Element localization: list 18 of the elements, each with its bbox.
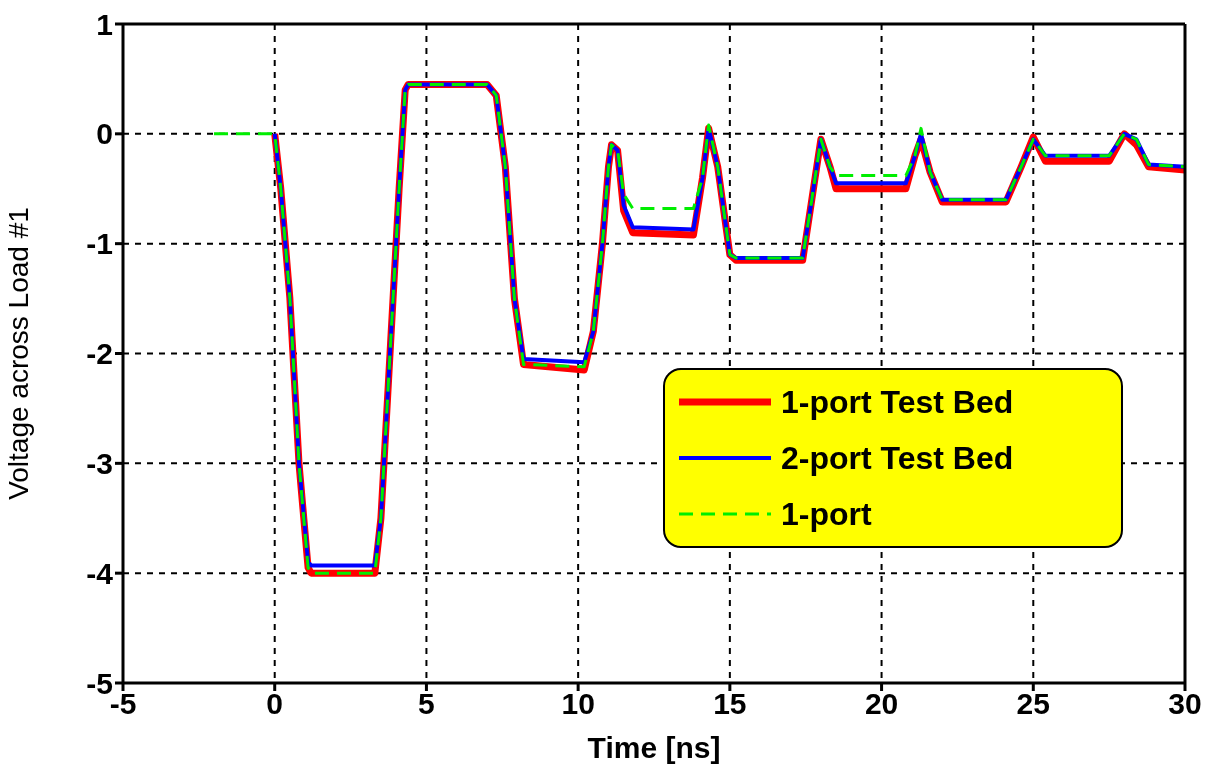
x-tick-label: 15 xyxy=(713,687,747,721)
x-axis-title: Time [ns] xyxy=(587,731,721,764)
legend-label: 1-port xyxy=(781,495,872,533)
y-tick-label: -4 xyxy=(86,556,114,590)
x-tick-label: 25 xyxy=(1016,687,1050,721)
x-tick-label: 20 xyxy=(864,687,899,721)
y-tick-label: -2 xyxy=(86,337,113,371)
x-tick-label: 5 xyxy=(418,687,435,721)
y-tick-label: 0 xyxy=(96,117,113,151)
y-tick-label: -3 xyxy=(86,446,113,480)
x-tick-label: 0 xyxy=(266,687,284,721)
legend-label: 2-port Test Bed xyxy=(781,439,1014,477)
y-tick-label: 1 xyxy=(96,7,113,41)
x-tick-label: 30 xyxy=(1168,687,1202,721)
legend-label: 1-port Test Bed xyxy=(781,383,1014,421)
y-tick-label: -1 xyxy=(86,227,113,261)
y-axis-title: Voltage across Load #1 xyxy=(2,207,34,500)
x-tick-label: 10 xyxy=(561,687,595,721)
